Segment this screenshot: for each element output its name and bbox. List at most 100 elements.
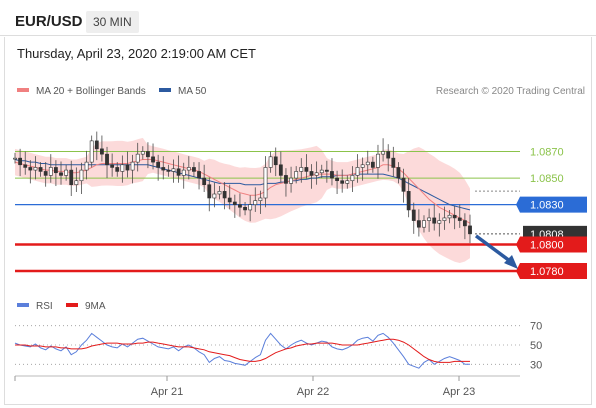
chart-header: EUR/USD 30 MIN bbox=[0, 0, 596, 36]
candle-body bbox=[268, 156, 273, 168]
candle-body bbox=[314, 172, 319, 176]
ma9-legend-label: 9MA bbox=[85, 301, 106, 312]
resistance-label: 1.0850 bbox=[530, 173, 564, 185]
candle-body bbox=[243, 206, 247, 211]
chart-frame bbox=[4, 37, 592, 405]
candle-body bbox=[125, 164, 130, 171]
candle-body bbox=[452, 214, 457, 219]
candle-body bbox=[43, 171, 48, 176]
candle-body bbox=[156, 161, 161, 168]
candle-body bbox=[176, 168, 181, 176]
candle-body bbox=[330, 171, 334, 179]
candle-body bbox=[309, 171, 314, 176]
rsi-panel: 30 50 70 bbox=[14, 321, 542, 371]
candle-body bbox=[28, 167, 33, 171]
candle-body bbox=[355, 167, 360, 176]
candle-body bbox=[120, 164, 125, 172]
candle-body bbox=[48, 167, 53, 176]
candle-body bbox=[38, 167, 43, 172]
candle-body bbox=[171, 168, 176, 172]
candle-body bbox=[406, 191, 411, 211]
candle-body bbox=[140, 151, 145, 155]
candle-body bbox=[202, 177, 207, 186]
candle-body bbox=[217, 191, 222, 195]
candle-body bbox=[416, 220, 421, 228]
candle-body bbox=[74, 180, 79, 186]
x-axis-ticks: Apr 21 Apr 22 Apr 23 bbox=[14, 376, 475, 398]
candle-body bbox=[135, 153, 140, 163]
candle-body bbox=[181, 169, 186, 176]
candle-body bbox=[411, 209, 416, 221]
candle-body bbox=[391, 157, 396, 168]
candle-body bbox=[299, 167, 304, 172]
candle-body bbox=[365, 161, 370, 166]
support-label: 1.0780 bbox=[530, 266, 564, 278]
candle-body bbox=[284, 175, 288, 184]
candle-body bbox=[319, 169, 324, 174]
support-tag bbox=[516, 236, 587, 253]
ma50-legend-label: MA 50 bbox=[178, 86, 207, 97]
candle-body bbox=[350, 175, 355, 182]
candle-body bbox=[227, 197, 232, 203]
support-tag bbox=[516, 263, 587, 280]
candle-body bbox=[69, 169, 74, 186]
candle-body bbox=[304, 167, 309, 172]
ma9-line bbox=[15, 338, 470, 363]
candle-body bbox=[238, 204, 242, 208]
candle-body bbox=[401, 177, 406, 192]
candle-body bbox=[110, 164, 115, 168]
candle-body bbox=[232, 201, 237, 205]
candle-body bbox=[115, 167, 120, 172]
candle-body bbox=[146, 151, 150, 158]
candle-body bbox=[166, 169, 171, 172]
candle-body bbox=[386, 151, 391, 159]
candle-body bbox=[468, 225, 472, 235]
candle-body bbox=[360, 164, 365, 168]
candle-body bbox=[381, 151, 385, 155]
rsi-legend-swatch bbox=[17, 303, 29, 307]
candle-body bbox=[105, 153, 109, 166]
timeframe-button[interactable]: 30 MIN bbox=[86, 11, 139, 33]
candle-body bbox=[345, 180, 350, 184]
candle-body bbox=[94, 140, 99, 150]
symbol-label: EUR/USD bbox=[15, 13, 83, 30]
forecast-arrow-head bbox=[504, 255, 518, 270]
ma50-legend-swatch bbox=[159, 88, 171, 92]
candle-body bbox=[273, 156, 278, 166]
candle-body bbox=[100, 148, 104, 155]
candle-body bbox=[192, 167, 196, 172]
candle-body bbox=[442, 217, 447, 221]
candle-body bbox=[248, 204, 253, 211]
candle-body bbox=[84, 161, 89, 171]
candle-body bbox=[263, 167, 268, 199]
chart-timestamp: Thursday, April 23, 2020 2:19:00 AM CET bbox=[17, 46, 256, 61]
candle-body bbox=[422, 220, 426, 228]
forecast-arrow-shaft bbox=[474, 234, 512, 263]
candle-body bbox=[457, 217, 462, 221]
rsi-tick-label: 70 bbox=[530, 321, 542, 333]
pivot-tag bbox=[516, 196, 587, 213]
candle-body bbox=[197, 171, 201, 179]
candle-body bbox=[64, 169, 69, 176]
candle-body bbox=[324, 169, 329, 172]
x-tick-label: Apr 23 bbox=[443, 386, 475, 398]
candle-body bbox=[447, 214, 452, 219]
x-tick-label: Apr 22 bbox=[297, 386, 329, 398]
candle-body bbox=[13, 157, 17, 160]
candle-body bbox=[335, 177, 339, 182]
candle-body bbox=[278, 164, 283, 176]
candle-body bbox=[23, 164, 28, 168]
candle-body bbox=[258, 197, 263, 201]
candle-body bbox=[130, 161, 135, 171]
candle-body bbox=[161, 167, 166, 171]
ma50-line bbox=[14, 159, 471, 211]
ma9-legend-swatch bbox=[66, 303, 78, 307]
candle-body bbox=[396, 167, 401, 179]
candle-body bbox=[427, 217, 432, 221]
bb-legend-label: MA 20 + Bollinger Bands bbox=[36, 86, 146, 97]
rsi-tick-label: 50 bbox=[530, 340, 542, 352]
candle-body bbox=[432, 217, 437, 224]
candle-body bbox=[89, 140, 94, 163]
bb-legend-swatch bbox=[17, 88, 29, 92]
